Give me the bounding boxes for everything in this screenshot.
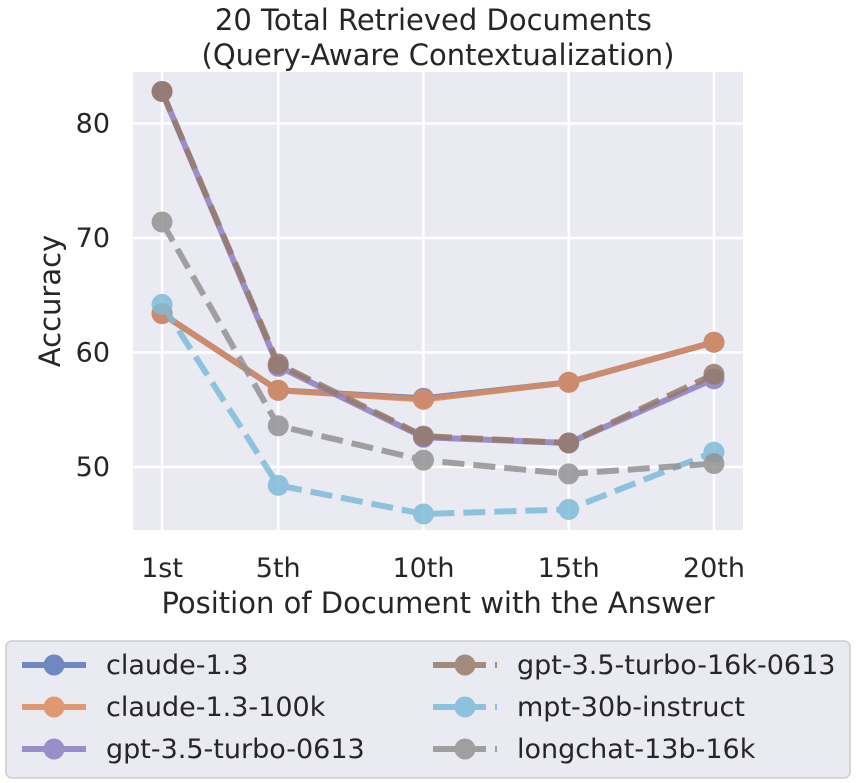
series-layer — [151, 80, 725, 525]
legend-entry-claude-1.3 — [22, 654, 86, 676]
legend-label: gpt-3.5-turbo-16k-0613 — [517, 650, 835, 681]
chart-title-line-2: (Query-Aware Contextualization) — [202, 38, 675, 72]
x-axis-label: Position of Document with the Answer — [161, 586, 714, 620]
data-point — [558, 432, 580, 454]
data-point — [151, 211, 173, 233]
legend-entry-claude-1.3-100k — [22, 696, 86, 718]
y-tick-label: 70 — [76, 223, 110, 254]
x-tick-label: 20th — [683, 553, 745, 584]
legend-entry-longchat-13b-16k — [433, 738, 497, 760]
y-tick-label: 80 — [76, 109, 110, 140]
legend-marker — [43, 738, 65, 760]
y-tick-label: 50 — [76, 452, 110, 483]
data-point — [267, 379, 289, 401]
y-axis-label: Accuracy — [33, 235, 67, 367]
series-longchat-13b-16k — [151, 211, 725, 485]
data-point — [412, 503, 434, 525]
data-point — [558, 463, 580, 485]
legend-entry-gpt-3.5-turbo-0613 — [22, 738, 86, 760]
x-tick-label: 5th — [256, 553, 301, 584]
legend-marker — [454, 654, 476, 676]
data-point — [412, 449, 434, 471]
legend-marker — [454, 696, 476, 718]
series-gpt-3.5-turbo-16k-0613 — [151, 80, 725, 454]
x-tick-label: 1st — [141, 553, 183, 584]
series-line — [159, 90, 716, 446]
data-point — [151, 80, 173, 102]
data-point — [267, 415, 289, 437]
legend-label: gpt-3.5-turbo-0613 — [106, 734, 365, 765]
legend-marker — [454, 738, 476, 760]
ticks: 1st 5th 10th 15th 20th 50 60 70 80 — [76, 109, 745, 584]
data-point — [412, 388, 434, 410]
data-point — [267, 474, 289, 496]
legend-box — [5, 640, 851, 779]
legend-label: claude-1.3-100k — [106, 692, 326, 723]
plot-background — [133, 72, 743, 530]
legend-entry-mpt-30b-instruct — [433, 696, 497, 718]
data-point — [558, 498, 580, 520]
legend-marker — [43, 654, 65, 676]
series-line — [159, 302, 716, 517]
data-point — [558, 371, 580, 393]
series-mpt-30b-instruct — [151, 293, 725, 525]
data-point — [267, 353, 289, 375]
legend-label: claude-1.3 — [106, 650, 248, 681]
legend-label: longchat-13b-16k — [517, 734, 756, 765]
y-tick-label: 60 — [76, 338, 110, 369]
legend: claude-1.3 claude-1.3-100k gpt-3.5-turbo-0… — [5, 640, 851, 779]
chart-title-line-1: 20 Total Retrieved Documents — [215, 3, 652, 37]
data-point — [703, 331, 725, 353]
legend-entry-gpt-3.5-turbo-16k-0613 — [433, 654, 497, 676]
grid — [133, 72, 743, 530]
data-point — [151, 293, 173, 315]
legend-marker — [43, 696, 65, 718]
x-tick-label: 15th — [538, 553, 600, 584]
legend-label: mpt-30b-instruct — [517, 692, 745, 723]
chart-title: 20 Total Retrieved Documents (Query-Awar… — [202, 3, 675, 72]
data-point — [703, 363, 725, 385]
x-tick-label: 10th — [392, 553, 454, 584]
data-point — [412, 425, 434, 447]
data-point — [703, 453, 725, 475]
